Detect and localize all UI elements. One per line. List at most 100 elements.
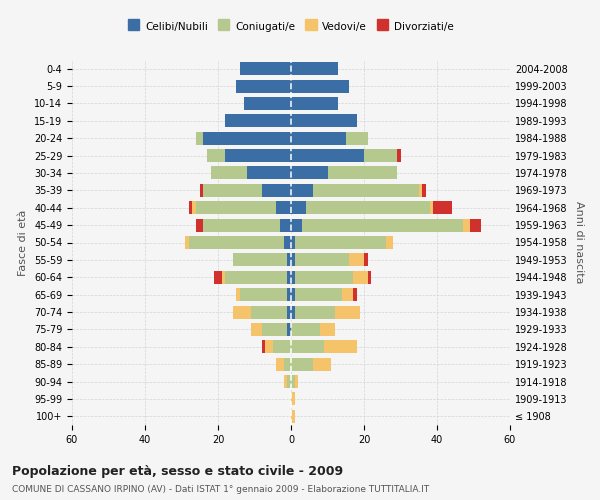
Bar	[287, 375, 291, 388]
Bar	[295, 375, 298, 388]
Bar	[291, 80, 349, 92]
Bar	[295, 306, 335, 318]
Bar	[244, 97, 291, 110]
Bar	[353, 288, 356, 301]
Bar	[295, 254, 349, 266]
Bar	[291, 410, 295, 423]
Bar	[291, 166, 328, 179]
Bar	[328, 166, 397, 179]
Bar	[291, 184, 313, 197]
Bar	[262, 323, 287, 336]
Bar	[200, 184, 203, 197]
Bar	[251, 306, 287, 318]
Y-axis label: Anni di nascita: Anni di nascita	[574, 201, 584, 284]
Bar	[236, 80, 291, 92]
Bar	[433, 201, 452, 214]
Bar	[291, 236, 295, 249]
Bar	[284, 236, 291, 249]
Bar	[287, 288, 291, 301]
Text: Popolazione per età, sesso e stato civile - 2009: Popolazione per età, sesso e stato civil…	[12, 465, 343, 478]
Bar	[207, 149, 226, 162]
Bar	[203, 132, 291, 144]
Bar	[291, 323, 320, 336]
Bar	[233, 306, 251, 318]
Bar	[291, 132, 346, 144]
Bar	[226, 270, 287, 284]
Bar	[226, 114, 291, 128]
Bar	[211, 166, 247, 179]
Bar	[324, 340, 357, 353]
Bar	[203, 218, 280, 232]
Bar	[342, 288, 353, 301]
Text: COMUNE DI CASSANO IRPINO (AV) - Dati ISTAT 1° gennaio 2009 - Elaborazione TUTTIT: COMUNE DI CASSANO IRPINO (AV) - Dati IST…	[12, 485, 429, 494]
Bar	[196, 132, 203, 144]
Bar	[368, 270, 371, 284]
Bar	[277, 201, 291, 214]
Bar	[277, 358, 284, 370]
Bar	[386, 236, 393, 249]
Bar	[397, 149, 401, 162]
Bar	[240, 288, 287, 301]
Bar	[287, 306, 291, 318]
Bar	[320, 323, 335, 336]
Bar	[189, 201, 193, 214]
Bar	[196, 201, 277, 214]
Bar	[291, 375, 295, 388]
Bar	[353, 270, 368, 284]
Bar	[430, 201, 433, 214]
Bar	[313, 358, 331, 370]
Bar	[291, 392, 295, 406]
Bar	[185, 236, 189, 249]
Bar	[280, 218, 291, 232]
Bar	[291, 149, 364, 162]
Bar	[291, 114, 356, 128]
Bar	[291, 340, 324, 353]
Bar	[470, 218, 481, 232]
Bar	[291, 270, 295, 284]
Bar	[291, 358, 313, 370]
Bar	[240, 62, 291, 75]
Bar	[349, 254, 364, 266]
Bar	[247, 166, 291, 179]
Bar	[287, 270, 291, 284]
Bar	[291, 306, 295, 318]
Bar	[463, 218, 470, 232]
Bar	[291, 201, 305, 214]
Bar	[284, 358, 291, 370]
Bar	[295, 236, 386, 249]
Bar	[233, 254, 287, 266]
Bar	[262, 340, 265, 353]
Bar	[284, 375, 287, 388]
Bar	[273, 340, 291, 353]
Bar	[313, 184, 419, 197]
Bar	[305, 201, 430, 214]
Bar	[221, 270, 226, 284]
Bar	[419, 184, 422, 197]
Bar	[291, 97, 338, 110]
Bar	[265, 340, 273, 353]
Bar	[291, 62, 338, 75]
Bar	[262, 184, 291, 197]
Bar	[291, 288, 295, 301]
Bar	[295, 288, 342, 301]
Bar	[295, 270, 353, 284]
Bar	[193, 201, 196, 214]
Y-axis label: Fasce di età: Fasce di età	[19, 210, 28, 276]
Bar	[226, 149, 291, 162]
Bar	[251, 323, 262, 336]
Bar	[214, 270, 221, 284]
Bar	[291, 218, 302, 232]
Bar	[291, 254, 295, 266]
Bar	[346, 132, 368, 144]
Bar	[422, 184, 426, 197]
Bar	[287, 323, 291, 336]
Bar	[364, 254, 368, 266]
Bar	[203, 184, 262, 197]
Bar	[335, 306, 361, 318]
Bar	[287, 254, 291, 266]
Bar	[189, 236, 284, 249]
Legend: Celibi/Nubili, Coniugati/e, Vedovi/e, Divorziati/e: Celibi/Nubili, Coniugati/e, Vedovi/e, Di…	[124, 18, 458, 36]
Bar	[196, 218, 203, 232]
Bar	[302, 218, 463, 232]
Bar	[364, 149, 397, 162]
